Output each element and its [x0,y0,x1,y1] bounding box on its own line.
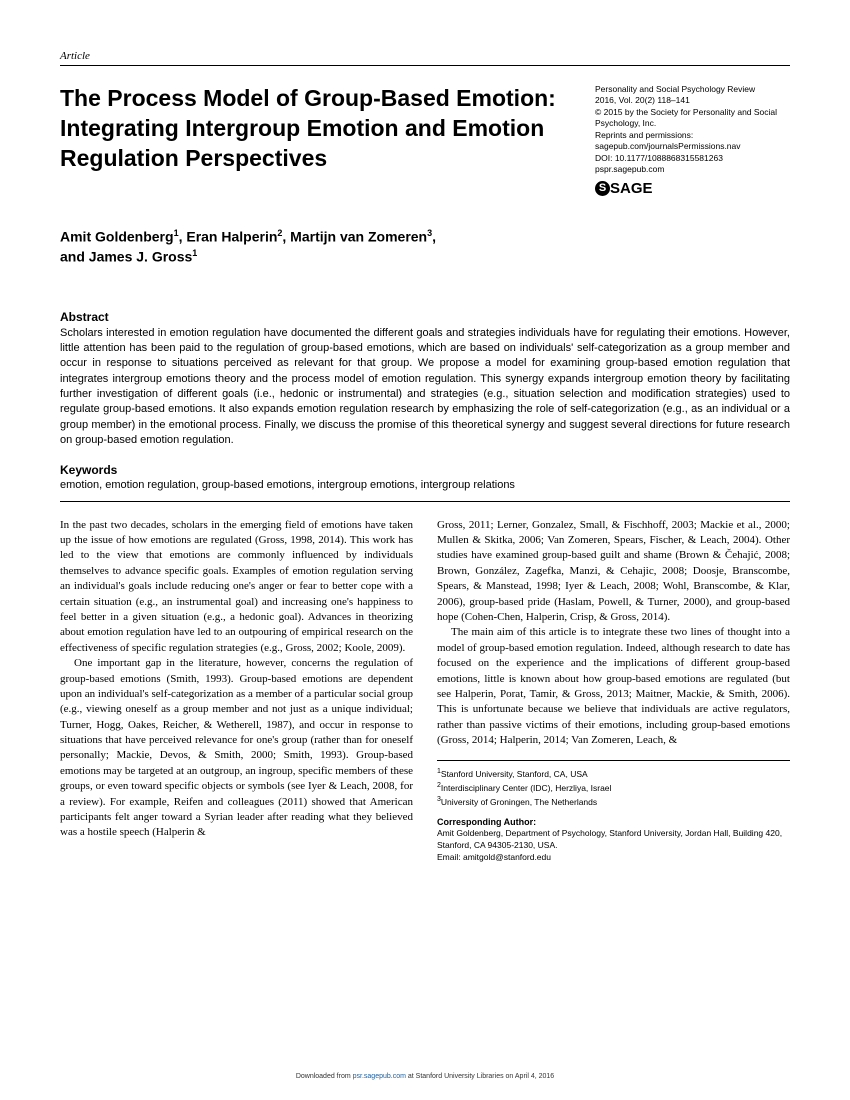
authors: Amit Goldenberg1, Eran Halperin2, Martij… [60,227,790,268]
footer-post: at Stanford University Libraries on Apri… [406,1073,554,1080]
author-sep-3: , [432,229,436,245]
col2-para1: Gross, 2011; Lerner, Gonzalez, Small, & … [437,518,790,626]
sage-logo: SSAGE [595,179,790,199]
journal-copyright: © 2015 by the Society for Personality an… [595,107,790,130]
abstract-text: Scholars interested in emotion regulatio… [60,326,790,449]
sage-text: SAGE [610,180,653,197]
keywords-text: emotion, emotion regulation, group-based… [60,479,790,491]
author-sep-2: , Martijn van Zomeren [282,229,427,245]
affil-2: 2Interdisciplinary Center (IDC), Herzliy… [437,781,790,795]
affil-3: 3University of Groningen, The Netherland… [437,795,790,809]
journal-vol: 2016, Vol. 20(2) 118–141 [595,95,790,106]
affiliations: 1Stanford University, Stanford, CA, USA … [437,760,790,863]
article-title: The Process Model of Group-Based Emotion… [60,84,565,174]
affil-1: 1Stanford University, Stanford, CA, USA [437,767,790,781]
reprints-label: Reprints and permissions: [595,130,790,141]
author-4: and James J. Gross [60,249,192,265]
sage-s-icon: S [595,181,610,196]
affil-2-text: Interdisciplinary Center (IDC), Herzliya… [441,783,612,793]
corresponding-heading: Corresponding Author: [437,816,790,829]
column-right: Gross, 2011; Lerner, Gonzalez, Small, & … [437,518,790,864]
journal-name: Personality and Social Psychology Review [595,84,790,95]
footer-pre: Downloaded from [296,1073,353,1080]
download-footer: Downloaded from psr.sagepub.com at Stanf… [0,1073,850,1080]
divider [60,501,790,502]
author-1: Amit Goldenberg [60,229,174,245]
footer-link[interactable]: psr.sagepub.com [353,1073,406,1080]
journal-site: pspr.sagepub.com [595,164,790,175]
author-4-sup: 1 [192,248,197,258]
reprints-url: sagepub.com/journalsPermissions.nav [595,141,790,152]
body-columns: In the past two decades, scholars in the… [60,518,790,864]
journal-meta: Personality and Social Psychology Review… [595,84,790,199]
affil-1-text: Stanford University, Stanford, CA, USA [441,769,588,779]
col1-para2: One important gap in the literature, how… [60,656,413,841]
corresponding-email: Email: amitgold@stanford.edu [437,852,790,864]
abstract-heading: Abstract [60,310,790,324]
column-left: In the past two decades, scholars in the… [60,518,413,864]
corresponding-text: Amit Goldenberg, Department of Psycholog… [437,828,790,852]
title-block: The Process Model of Group-Based Emotion… [60,84,565,199]
affil-3-text: University of Groningen, The Netherlands [441,797,597,807]
journal-doi: DOI: 10.1177/1088868315581263 [595,153,790,164]
author-sep-1: , Eran Halperin [179,229,278,245]
header-row: The Process Model of Group-Based Emotion… [60,84,790,199]
col1-para1: In the past two decades, scholars in the… [60,518,413,657]
article-label: Article [60,50,790,66]
col2-para2: The main aim of this article is to integ… [437,625,790,748]
keywords-heading: Keywords [60,463,790,477]
